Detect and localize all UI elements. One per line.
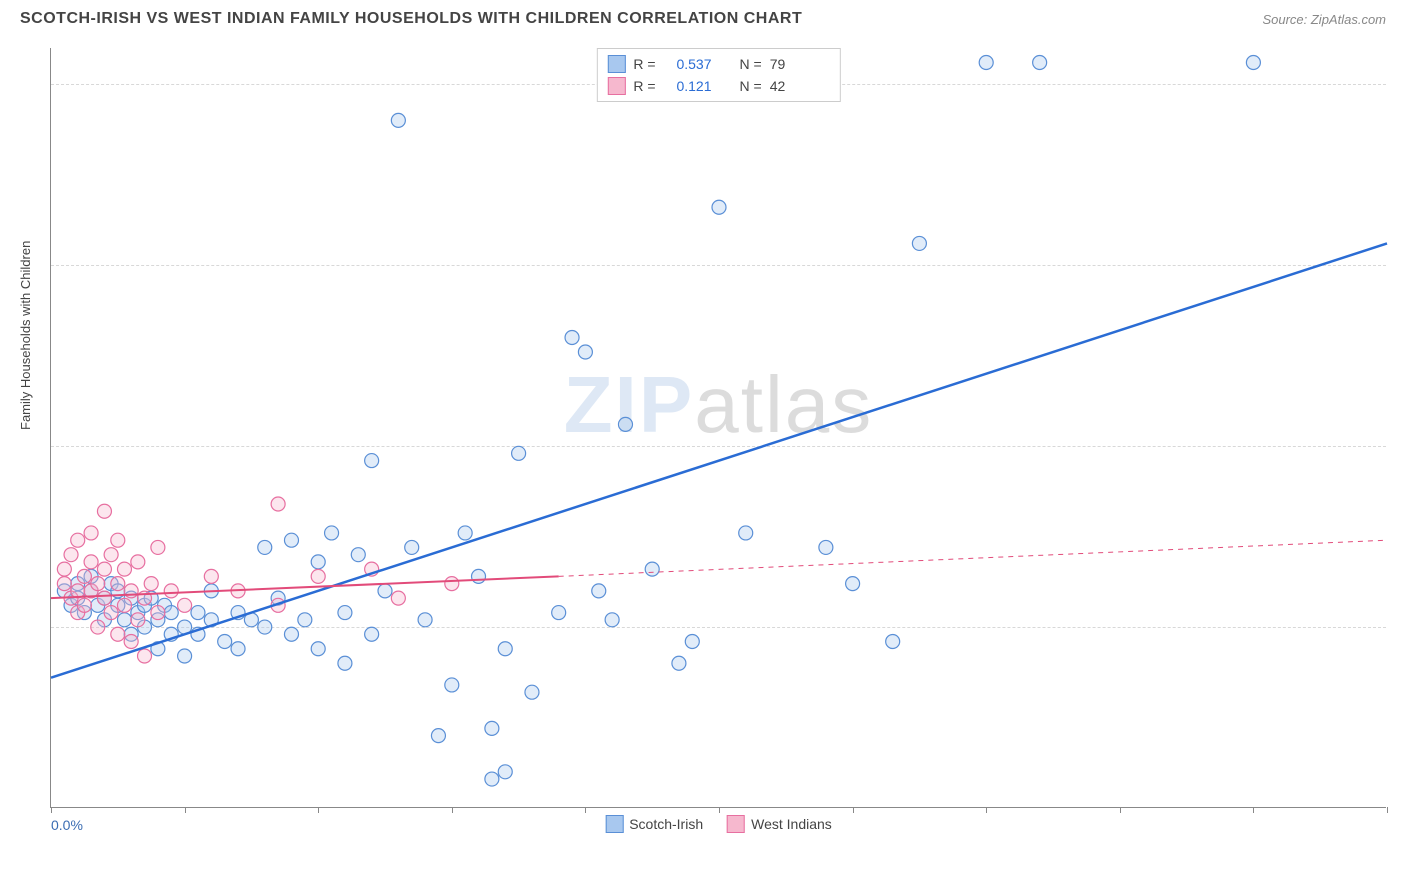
legend-item-scotch-irish: Scotch-Irish: [605, 815, 703, 833]
legend-item-west-indians: West Indians: [727, 815, 832, 833]
n-label: N =: [740, 78, 762, 94]
legend-label: West Indians: [751, 816, 832, 832]
series-legend: Scotch-Irish West Indians: [605, 815, 832, 833]
n-label: N =: [740, 56, 762, 72]
swatch-scotch-irish: [605, 815, 623, 833]
swatch-west-indians: [727, 815, 745, 833]
scatter-plot: [51, 48, 1386, 807]
r-value: 0.121: [664, 78, 712, 94]
n-value: 79: [770, 56, 830, 72]
r-label: R =: [633, 56, 655, 72]
source-label: Source: ZipAtlas.com: [1262, 12, 1386, 27]
n-value: 42: [770, 78, 830, 94]
r-label: R =: [633, 78, 655, 94]
swatch-west-indians: [607, 77, 625, 95]
correlation-legend: R = 0.537 N = 79 R = 0.121 N = 42: [596, 48, 840, 102]
x-axis-min-label: 0.0%: [51, 817, 83, 833]
chart-area: ZIPatlas 25.0%50.0%75.0%100.0% R = 0.537…: [50, 48, 1386, 808]
chart-title: SCOTCH-IRISH VS WEST INDIAN FAMILY HOUSE…: [20, 10, 802, 28]
swatch-scotch-irish: [607, 55, 625, 73]
y-axis-title: Family Households with Children: [18, 241, 33, 430]
legend-row-west-indians: R = 0.121 N = 42: [607, 75, 829, 97]
r-value: 0.537: [664, 56, 712, 72]
legend-row-scotch-irish: R = 0.537 N = 79: [607, 53, 829, 75]
legend-label: Scotch-Irish: [629, 816, 703, 832]
